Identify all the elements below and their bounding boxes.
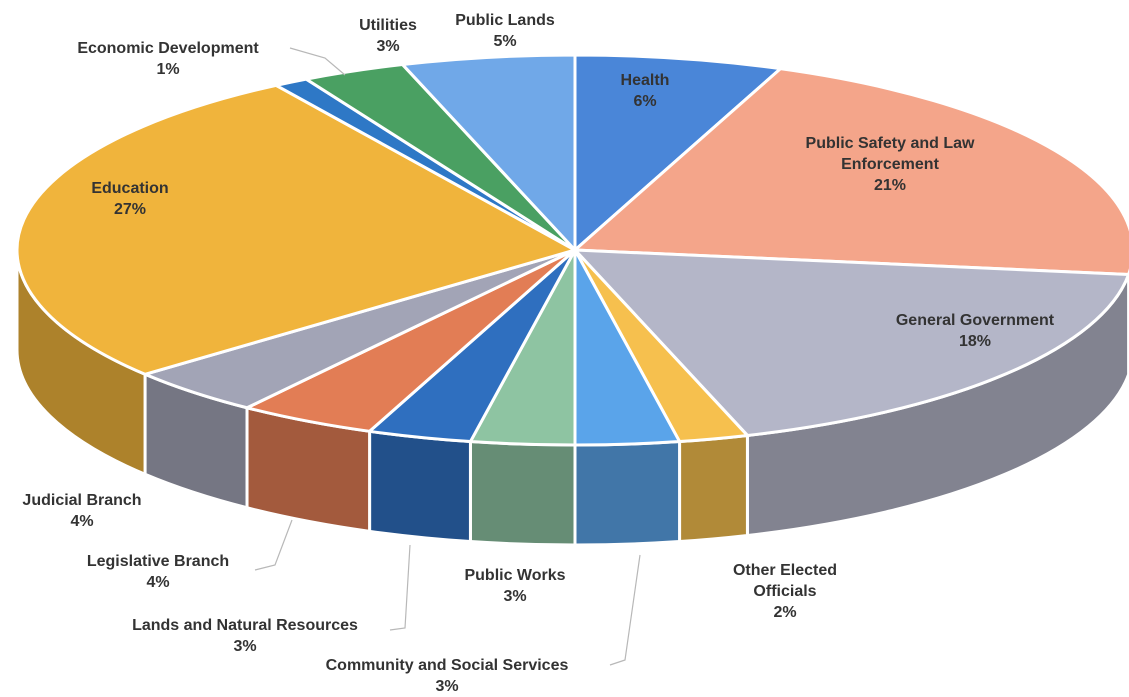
pie-tops (17, 55, 1129, 445)
value-label: 3% (282, 676, 612, 697)
slice-side (370, 431, 471, 541)
value-label: 27% (60, 199, 200, 220)
category-label: Education (60, 178, 200, 199)
category-label: Other Elected Officials (710, 560, 860, 602)
category-label: General Government (855, 310, 1095, 331)
value-label: 18% (855, 331, 1095, 352)
category-label: Legislative Branch (58, 551, 258, 572)
category-label: Economic Development (38, 38, 298, 59)
value-label: 5% (435, 31, 575, 52)
category-label: Utilities (338, 15, 438, 36)
category-label: Public Lands (435, 10, 575, 31)
value-label: 1% (38, 59, 298, 80)
slice-side (680, 435, 748, 541)
value-label: 3% (95, 636, 395, 657)
leader-line (610, 555, 640, 665)
value-label: 4% (2, 511, 162, 532)
value-label: 3% (338, 36, 438, 57)
category-label: Community and Social Services (282, 655, 612, 676)
slice-side (575, 442, 680, 545)
category-label: Public Safety and Law Enforcement (765, 133, 1015, 175)
leader-line (290, 48, 345, 75)
value-label: 6% (585, 91, 705, 112)
slice-side (470, 442, 575, 545)
category-label: Judicial Branch (2, 490, 162, 511)
category-label: Lands and Natural Resources (95, 615, 395, 636)
category-label: Health (585, 70, 705, 91)
value-label: 2% (710, 602, 860, 623)
leader-line (255, 520, 292, 570)
value-label: 21% (765, 175, 1015, 196)
value-label: 4% (58, 572, 258, 593)
value-label: 3% (440, 586, 590, 607)
category-label: Public Works (440, 565, 590, 586)
